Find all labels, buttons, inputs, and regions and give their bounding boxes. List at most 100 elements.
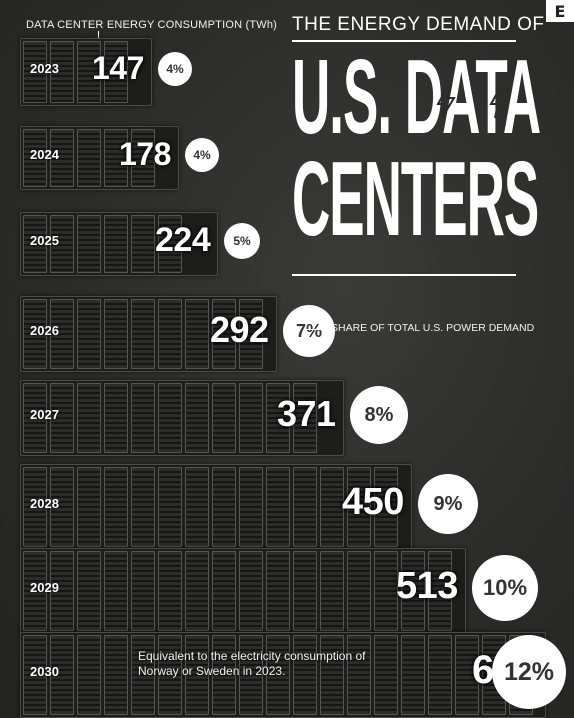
share-badge: 10%: [472, 555, 538, 621]
server-rack-icon: [131, 635, 155, 715]
server-rack-icon: [266, 383, 290, 453]
share-badge: 12%: [492, 635, 566, 709]
server-rack-icon: [401, 551, 425, 631]
server-rack-icon: [266, 635, 290, 715]
year-label: 2024: [30, 147, 59, 162]
server-rack-icon: [401, 635, 425, 715]
server-rack-icon: [23, 467, 47, 547]
server-rack-icon: [185, 383, 209, 453]
server-rack-icon: [77, 41, 101, 103]
server-rack-icon: [77, 299, 101, 369]
server-rack-icon: [50, 129, 74, 187]
server-rack-icon: [347, 551, 371, 631]
server-rack-icon: [158, 635, 182, 715]
server-rack-icon: [131, 467, 155, 547]
server-rack-icon: [212, 551, 236, 631]
server-rack-icon: [374, 635, 398, 715]
title-line-1: THE ENERGY DEMAND OF: [292, 14, 545, 35]
server-rack-icon: [50, 299, 74, 369]
server-rack-icon: [320, 551, 344, 631]
server-rack-icon: [374, 551, 398, 631]
server-rack-icon: [131, 129, 155, 187]
lightning-bolt-icon: [436, 85, 456, 119]
server-rack-icon: [158, 551, 182, 631]
server-rack-icon: [428, 635, 452, 715]
bar-2027: [20, 380, 344, 456]
share-badge: 4%: [158, 52, 192, 86]
server-rack-icon: [131, 383, 155, 453]
year-label: 2025: [30, 233, 59, 248]
server-rack-icon: [104, 215, 128, 273]
server-rack-icon: [185, 467, 209, 547]
server-rack-icon: [266, 551, 290, 631]
title-line-3: CENTERS: [292, 140, 539, 258]
publisher-logo: E: [546, 0, 574, 22]
server-rack-icon: [23, 215, 47, 273]
server-rack-icon: [293, 551, 317, 631]
server-rack-icon: [239, 383, 263, 453]
server-rack-icon: [428, 551, 452, 631]
value-label: 513: [396, 565, 458, 608]
server-rack-icon: [212, 635, 236, 715]
server-rack-icon: [185, 299, 209, 369]
server-rack-icon: [77, 467, 101, 547]
value-label: 224: [155, 220, 211, 259]
server-rack-icon: [185, 551, 209, 631]
title-rule-bottom: [292, 274, 516, 276]
server-rack-icon: [185, 635, 209, 715]
year-label: 2026: [30, 323, 59, 338]
year-label: 2027: [30, 407, 59, 422]
year-label: 2029: [30, 580, 59, 595]
server-rack-icon: [212, 467, 236, 547]
server-rack-icon: [77, 635, 101, 715]
server-rack-icon: [104, 467, 128, 547]
server-rack-icon: [104, 551, 128, 631]
server-rack-icon: [239, 467, 263, 547]
title-block: THE ENERGY DEMAND OF U.S. DATA CENTERS: [292, 14, 545, 276]
year-label: 2023: [30, 61, 59, 76]
server-rack-icon: [293, 383, 317, 453]
server-rack-icon: [239, 299, 263, 369]
server-rack-icon: [239, 551, 263, 631]
server-rack-icon: [158, 299, 182, 369]
server-rack-icon: [104, 41, 128, 103]
share-badge: 5%: [224, 223, 260, 259]
value-label: 450: [342, 481, 404, 524]
lightning-bolt-icon: [489, 85, 509, 119]
server-rack-icon: [50, 551, 74, 631]
server-rack-icon: [23, 41, 47, 103]
server-rack-icon: [455, 635, 479, 715]
share-badge: 4%: [185, 138, 219, 172]
value-label: 178: [119, 135, 171, 172]
server-rack-icon: [347, 467, 371, 547]
server-rack-icon: [23, 299, 47, 369]
server-rack-icon: [266, 467, 290, 547]
server-rack-icon: [104, 129, 128, 187]
server-rack-icon: [320, 635, 344, 715]
bar-2026: [20, 296, 277, 372]
server-rack-icon: [239, 635, 263, 715]
bar-2025: [20, 212, 218, 276]
server-rack-icon: [104, 635, 128, 715]
server-rack-icon: [23, 383, 47, 453]
server-rack-icon: [158, 383, 182, 453]
server-rack-icon: [131, 299, 155, 369]
title-rule-top: [292, 40, 516, 42]
bar-2023: [20, 38, 152, 106]
server-rack-icon: [374, 467, 398, 547]
value-label: 371: [277, 393, 336, 435]
server-rack-icon: [212, 383, 236, 453]
server-rack-icon: [50, 635, 74, 715]
server-rack-icon: [212, 299, 236, 369]
value-label: 147: [92, 49, 144, 86]
server-rack-icon: [77, 129, 101, 187]
server-rack-icon: [77, 551, 101, 631]
bar-2028: [20, 464, 412, 550]
server-rack-icon: [50, 215, 74, 273]
server-rack-icon: [293, 467, 317, 547]
chart-subtitle: DATA CENTER ENERGY CONSUMPTION (TWh): [26, 19, 278, 31]
bar-2029: [20, 548, 466, 634]
server-rack-icon: [77, 215, 101, 273]
server-rack-icon: [158, 215, 182, 273]
server-rack-icon: [50, 41, 74, 103]
